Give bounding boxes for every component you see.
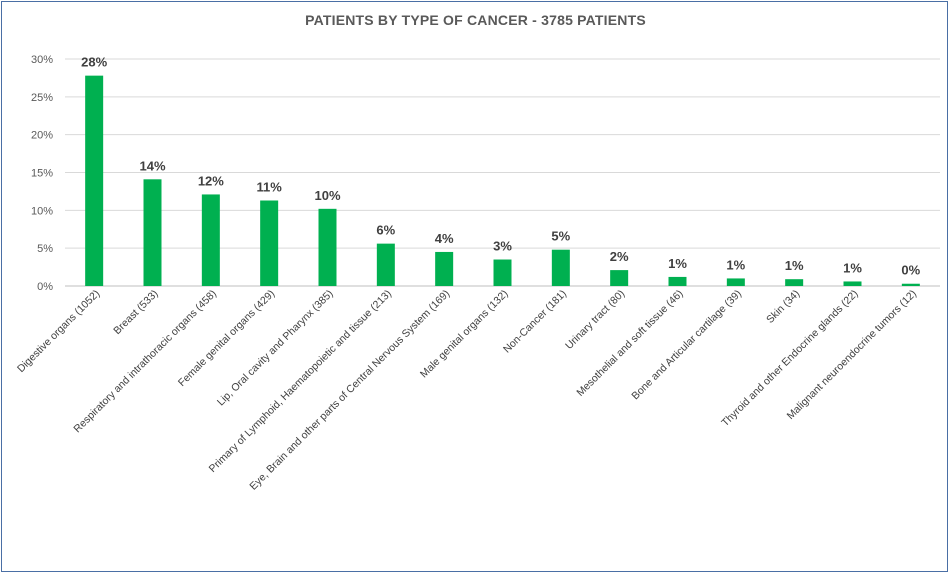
data-label: 2% <box>610 249 629 264</box>
y-tick-label: 5% <box>37 243 53 255</box>
data-label: 1% <box>668 256 687 271</box>
data-label: 1% <box>726 257 745 272</box>
y-tick-label: 20% <box>31 130 53 142</box>
category-label: Bone and Articular cartilage (39) <box>629 288 744 403</box>
y-tick-label: 10% <box>31 205 53 217</box>
bar <box>201 194 220 286</box>
bar <box>260 200 279 286</box>
bar <box>668 276 687 286</box>
category-label: Eye, Brain and other parts of Central Ne… <box>247 288 452 493</box>
category-label: Lip, Oral cavity and Pharynx (385) <box>215 288 336 409</box>
bar <box>843 281 862 286</box>
data-label: 5% <box>551 229 570 244</box>
data-label: 12% <box>198 173 224 188</box>
y-tick-label: 30% <box>31 54 53 66</box>
data-label: 1% <box>785 258 804 273</box>
data-label: 10% <box>314 188 340 203</box>
bar <box>610 270 629 286</box>
data-label: 3% <box>493 239 512 254</box>
bar <box>551 249 570 286</box>
data-label: 14% <box>139 158 165 173</box>
bar <box>435 251 454 286</box>
category-label: Digestive organs (1052) <box>15 288 102 375</box>
bar <box>318 208 337 286</box>
category-label: Mesothelial and soft tissue (46) <box>574 288 685 399</box>
bar <box>376 243 395 286</box>
bar <box>901 283 920 286</box>
category-label: Skin (34) <box>764 288 802 326</box>
category-label: Female genital organs (429) <box>176 288 277 389</box>
bar <box>726 278 745 286</box>
y-tick-label: 15% <box>31 168 53 180</box>
category-label: Non-Cancer (181) <box>501 288 569 356</box>
bar <box>493 259 512 286</box>
data-label: 4% <box>435 231 454 246</box>
data-label: 6% <box>376 223 395 238</box>
bar <box>85 75 104 286</box>
category-label: Breast (533) <box>111 288 160 337</box>
category-label: Malignant neuroendocrine tumors (12) <box>785 288 919 422</box>
data-label: 28% <box>81 55 107 70</box>
chart-title: PATIENTS BY TYPE OF CANCER - 3785 PATIEN… <box>305 12 646 28</box>
y-tick-label: 25% <box>31 92 53 104</box>
category-label: Urinary tract (80) <box>563 288 627 352</box>
data-label: 1% <box>843 260 862 275</box>
y-tick-label: 0% <box>37 281 53 293</box>
bar <box>143 179 162 286</box>
data-label: 11% <box>257 179 283 194</box>
bar <box>785 279 804 286</box>
data-label: 0% <box>901 263 920 278</box>
